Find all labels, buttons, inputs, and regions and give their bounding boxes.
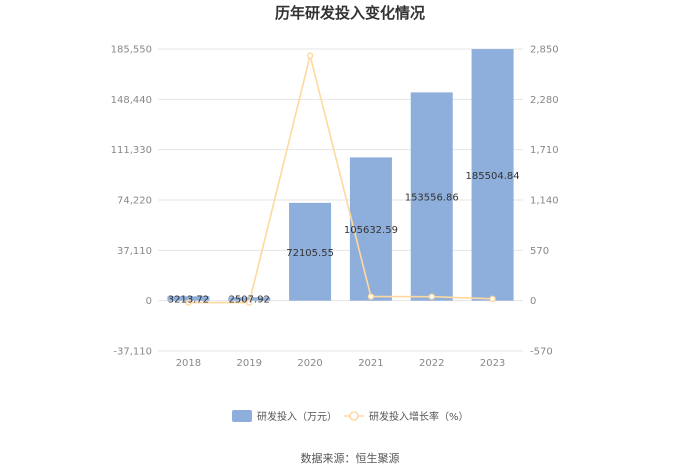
- bar-data-labels: 3213.72 2507.92 72105.55 105632.59 153556.86…: [168, 171, 520, 306]
- bar: [349, 157, 392, 301]
- bar: [289, 202, 332, 301]
- line-point: [367, 293, 375, 300]
- right-tick-label: 2,280: [530, 95, 559, 106]
- bar: [167, 296, 210, 301]
- bar-data-label: 105632.59: [344, 225, 398, 236]
- left-tick-label: 37,110: [117, 246, 152, 257]
- x-tick-label: 2020: [297, 358, 322, 369]
- legend-label-bar: 研发投入（万元）: [257, 410, 337, 423]
- right-tick-label: 0: [530, 296, 536, 307]
- left-tick-label: 111,330: [111, 145, 152, 156]
- chart-title: 历年研发投入变化情况: [275, 4, 425, 22]
- x-tick-label: 2022: [419, 358, 444, 369]
- x-tick-label: 2021: [358, 358, 383, 369]
- legend: 研发投入（万元） 研发投入增长率（%）: [232, 410, 469, 423]
- line-series: [185, 52, 496, 306]
- legend-marker-line: [349, 411, 359, 421]
- bar-data-label: 72105.55: [286, 248, 334, 259]
- left-tick-label: 74,220: [117, 196, 152, 207]
- line-point: [246, 299, 253, 306]
- left-tick-label: -37,110: [113, 347, 152, 358]
- right-tick-label: 1,140: [530, 196, 559, 207]
- bar: [228, 297, 271, 301]
- bar: [471, 49, 514, 301]
- line-point: [428, 293, 435, 300]
- bar-data-label: 2507.92: [229, 295, 270, 306]
- bar-data-label: 3213.72: [168, 295, 209, 306]
- line-point: [489, 295, 496, 303]
- right-axis-ticks: 2,850 2,280 1,710 1,140 570 0 -570: [530, 45, 559, 358]
- x-tick-label: 2019: [237, 358, 262, 369]
- bar-series: [167, 49, 514, 301]
- left-tick-label: 185,550: [111, 45, 152, 56]
- bar-data-label: 153556.86: [405, 193, 459, 204]
- right-tick-label: 570: [530, 246, 549, 257]
- bar: [410, 92, 453, 301]
- grid-lines: [158, 48, 523, 352]
- line-point: [185, 299, 192, 306]
- left-axis-ticks: 185,550 148,440 111,330 74,220 37,110 0 -37,11…: [111, 45, 152, 358]
- x-tick-label: 2018: [176, 358, 201, 369]
- right-tick-label: 2,850: [530, 45, 559, 56]
- left-tick-label: 148,440: [111, 95, 152, 106]
- left-tick-label: 0: [146, 296, 152, 307]
- growth-line: [188, 55, 493, 304]
- line-point: [306, 52, 314, 59]
- legend-label-line: 研发投入增长率（%）: [369, 410, 469, 423]
- x-axis-ticks: 2018 2019 2020 2021 2022 2023: [176, 358, 506, 369]
- bar-data-label: 185504.84: [466, 171, 520, 182]
- right-tick-label: 1,710: [530, 145, 559, 156]
- data-source: 数据来源：恒生聚源: [301, 451, 400, 465]
- x-tick-label: 2023: [480, 358, 505, 369]
- right-tick-label: -570: [530, 347, 553, 358]
- legend-swatch-bar: [232, 410, 252, 422]
